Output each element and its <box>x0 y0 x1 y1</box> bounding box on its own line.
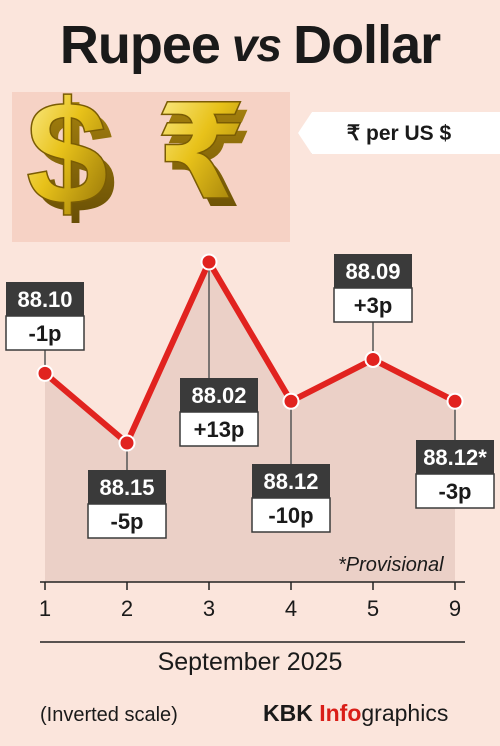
title-dollar: Dollar <box>293 15 441 75</box>
value-callout: 88.02 +13p <box>179 378 259 447</box>
callout-change-box <box>333 287 413 323</box>
callout-value-box <box>6 282 84 316</box>
x-axis-label: September 2025 <box>157 648 343 676</box>
x-tick-label: 5 <box>367 596 379 621</box>
data-point <box>36 364 54 382</box>
data-label-value: 88.02 <box>191 383 246 408</box>
inverted-scale-note: (Inverted scale) <box>40 704 178 726</box>
data-label-value: 88.09 <box>345 259 400 284</box>
data-label-value: 88.15 <box>99 475 154 500</box>
brand-info: Info <box>319 700 362 726</box>
x-tick-label: 9 <box>449 596 461 621</box>
value-callout: 88.15 -5p <box>87 470 167 539</box>
data-point <box>282 392 300 410</box>
icon-backdrop <box>12 92 290 242</box>
callout-value-box <box>252 464 330 498</box>
data-label-change: +13p <box>194 417 245 442</box>
value-callout: 88.09 +3p <box>333 254 413 323</box>
data-point <box>364 350 382 368</box>
callout-change-box <box>251 497 331 533</box>
callout-value-box <box>88 470 166 504</box>
data-point <box>200 253 218 271</box>
chart-title: Rupee vs Dollar <box>0 0 500 90</box>
svg-text:$: $ <box>34 79 116 244</box>
callout-change-box <box>5 315 85 351</box>
data-point <box>118 434 136 452</box>
callout-change-box <box>179 411 259 447</box>
value-callout: 88.12 -10p <box>251 464 331 533</box>
data-label-change: -3p <box>439 479 472 504</box>
svg-text:₹: ₹ <box>155 76 247 230</box>
x-tick-label: 3 <box>203 596 215 621</box>
data-label-value: 88.10 <box>17 287 72 312</box>
provisional-note: *Provisional <box>338 554 444 576</box>
x-tick-label: 4 <box>285 596 297 621</box>
data-label-change: -5p <box>111 509 144 534</box>
x-axis: 1 2 3 4 5 9 <box>39 581 465 643</box>
unit-label: ₹ per US $ <box>298 112 500 154</box>
callout-change-box <box>415 473 495 509</box>
data-label-change: -10p <box>268 503 313 528</box>
x-tick-label: 2 <box>121 596 133 621</box>
callout-layer: 88.10 -1p 88.15 -5p 88.02 +13p 88.12 -10p 88.09 +… <box>5 254 495 539</box>
svg-text:$: $ <box>26 71 108 236</box>
value-callout: 88.10 -1p <box>5 282 85 351</box>
title-rupee: Rupee <box>59 15 221 75</box>
rupee-sign-icon: ₹ ₹ <box>154 75 254 238</box>
series-line-layer <box>36 253 464 452</box>
data-label-value: 88.12* <box>423 445 487 470</box>
title-vs: vs <box>231 19 282 71</box>
data-point <box>446 392 464 410</box>
series-line <box>42 259 458 446</box>
callout-value-box <box>416 440 494 474</box>
brand-logo: KBK Infographics <box>263 700 448 727</box>
data-label-change: +3p <box>354 293 393 318</box>
callout-value-box <box>334 254 412 288</box>
data-label-change: -1p <box>29 321 62 346</box>
brand-graphics: graphics <box>361 700 449 726</box>
brand-kbk: KBK <box>263 700 320 726</box>
callout-value-box <box>180 378 258 412</box>
svg-text:₹: ₹ <box>162 84 254 238</box>
value-callout: 88.12* -3p <box>415 440 495 509</box>
x-tick-label: 1 <box>39 596 51 621</box>
callout-change-box <box>87 503 167 539</box>
dollar-sign-icon: $ $ <box>25 70 116 244</box>
data-label-value: 88.12 <box>263 469 318 494</box>
